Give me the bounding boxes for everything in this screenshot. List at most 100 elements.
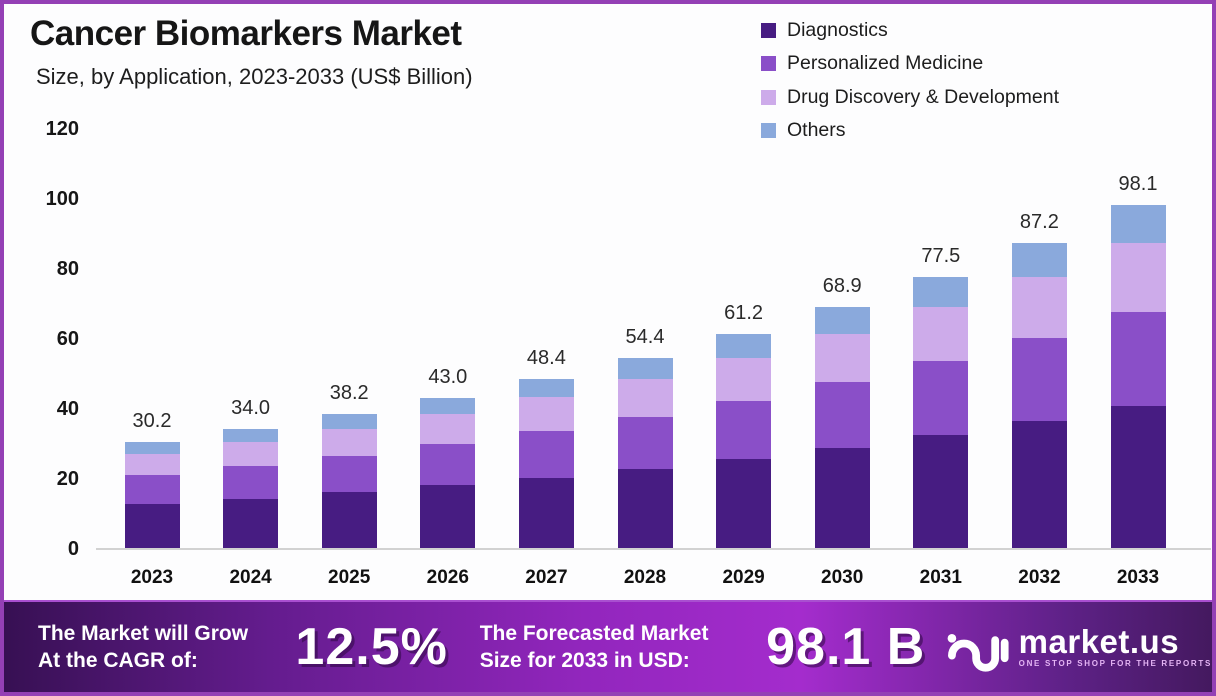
legend-item-others: Others: [761, 119, 846, 143]
legend-label: Personalized Medicine: [787, 52, 984, 74]
bar-segment-drug-discovery-development-2031: [913, 306, 969, 362]
bar-2023: [124, 442, 180, 548]
bar-value-2030: 68.9: [822, 274, 862, 297]
bar-2033: [1110, 204, 1166, 548]
legend-item-diagnostics: Diagnostics: [761, 18, 888, 42]
bar-segment-others-2033: [1110, 204, 1166, 244]
bar-value-2029: 61.2: [724, 301, 764, 324]
y-tick-40: 40: [56, 398, 79, 420]
forecast-label: The Forecasted Market Size for 2033 in U…: [480, 620, 766, 674]
cagr-label-line1: The Market will Grow: [38, 622, 249, 645]
y-tick-20: 20: [56, 468, 79, 490]
bar-segment-diagnostics-2029: [716, 459, 772, 548]
x-tick-2027: 2027: [525, 567, 568, 588]
bar-value-2033: 98.1: [1118, 172, 1158, 195]
legend-label: Others: [787, 119, 846, 141]
bar-segment-diagnostics-2024: [223, 498, 279, 548]
page-subtitle: Size, by Application, 2023-2033 (US$ Bil…: [36, 64, 473, 89]
y-tick-80: 80: [56, 258, 79, 280]
bar-segment-others-2023: [124, 442, 180, 455]
legend-swatch: [761, 123, 776, 138]
bar-segment-others-2031: [913, 276, 969, 307]
bar-segment-others-2029: [716, 333, 772, 358]
x-tick-2024: 2024: [229, 567, 272, 588]
bar-value-2023: 30.2: [132, 410, 172, 433]
bar-segment-drug-discovery-development-2032: [1011, 277, 1067, 338]
bar-segment-others-2028: [617, 357, 673, 379]
bar-segment-drug-discovery-development-2024: [223, 442, 279, 467]
bar-value-2025: 38.2: [329, 382, 369, 405]
bar-segment-diagnostics-2028: [617, 468, 673, 548]
x-tick-2026: 2026: [426, 567, 469, 588]
x-tick-2033: 2033: [1116, 567, 1160, 588]
bar-value-2027: 48.4: [526, 346, 566, 369]
bar-segment-others-2025: [321, 414, 377, 430]
bar-2032: [1011, 242, 1067, 548]
bar-segment-diagnostics-2023: [124, 504, 180, 548]
x-tick-2030: 2030: [821, 567, 864, 588]
bar-segment-diagnostics-2026: [420, 485, 476, 548]
bar-segment-others-2027: [518, 378, 574, 398]
bar-value-2032: 87.2: [1019, 210, 1059, 233]
bar-segment-diagnostics-2031: [913, 435, 969, 548]
legend-swatch: [761, 56, 776, 71]
page-title: Cancer Biomarkers Market: [30, 14, 462, 53]
bar-segment-personalized-medicine-2028: [617, 416, 673, 469]
bar-value-2026: 43.0: [428, 365, 468, 388]
bar-segment-drug-discovery-development-2023: [124, 454, 180, 476]
brand-name: market.us: [1018, 623, 1180, 660]
legend-label: Diagnostics: [787, 18, 888, 41]
brand-logo: market.us ONE STOP SHOP FOR THE REPORTS: [945, 620, 1212, 674]
x-tick-2029: 2029: [722, 567, 765, 588]
bar-segment-personalized-medicine-2030: [814, 382, 870, 448]
y-tick-0: 0: [67, 538, 79, 560]
bar-segment-diagnostics-2027: [518, 477, 574, 548]
bar-2028: [617, 357, 673, 548]
x-axis-line: [96, 548, 1211, 550]
cagr-label-line2: At the CAGR of:: [38, 649, 198, 672]
bar-segment-others-2024: [223, 429, 279, 443]
bar-2031: [913, 276, 969, 548]
bar-segment-personalized-medicine-2032: [1011, 337, 1067, 422]
bar-segment-personalized-medicine-2025: [321, 455, 377, 493]
bar-segment-drug-discovery-development-2025: [321, 429, 377, 456]
bar-segment-personalized-medicine-2024: [223, 466, 279, 499]
bar-segment-personalized-medicine-2031: [913, 361, 969, 436]
legend-label: Drug Discovery & Development: [787, 85, 1060, 108]
bar-segment-others-2030: [814, 306, 870, 334]
bar-segment-drug-discovery-development-2027: [518, 397, 574, 432]
bar-segment-personalized-medicine-2029: [716, 400, 772, 460]
x-tick-2031: 2031: [919, 567, 962, 588]
y-tick-100: 100: [45, 188, 79, 210]
bar-segment-personalized-medicine-2027: [518, 431, 574, 478]
bar-segment-drug-discovery-development-2026: [420, 414, 476, 445]
marketus-logo-icon: [947, 634, 1009, 672]
bar-segment-diagnostics-2033: [1110, 405, 1166, 548]
bar-segment-diagnostics-2030: [814, 447, 870, 548]
bar-segment-drug-discovery-development-2033: [1110, 243, 1166, 312]
x-tick-2023: 2023: [130, 567, 174, 588]
brand-tagline: ONE STOP SHOP FOR THE REPORTS: [1018, 659, 1212, 668]
forecast-label-line1: The Forecasted Market: [479, 622, 709, 645]
bar-segment-drug-discovery-development-2028: [617, 378, 673, 417]
y-tick-120: 120: [45, 118, 79, 140]
cagr-label: The Market will Grow At the CAGR of:: [38, 620, 295, 674]
bar-segment-others-2032: [1011, 242, 1067, 278]
bar-2029: [716, 333, 772, 548]
bar-value-2031: 77.5: [921, 244, 961, 267]
y-tick-60: 60: [56, 328, 79, 350]
legend-item-personalized-medicine: Personalized Medicine: [761, 52, 983, 76]
bar-segment-personalized-medicine-2026: [420, 444, 476, 486]
brand-text: market.us ONE STOP SHOP FOR THE REPORTS: [1018, 623, 1212, 668]
forecast-value: 98.1 B: [766, 618, 926, 676]
bar-2024: [223, 429, 279, 548]
footer-banner: The Market will Grow At the CAGR of: 12.…: [4, 600, 1212, 692]
bar-segment-personalized-medicine-2033: [1110, 311, 1166, 406]
legend-swatch: [761, 89, 776, 105]
legend-item-drug-discovery-development: Drug Discovery & Development: [761, 85, 1059, 109]
bar-segment-diagnostics-2025: [321, 492, 377, 548]
x-tick-2032: 2032: [1018, 567, 1061, 588]
bar-2027: [518, 378, 574, 548]
bar-segment-diagnostics-2032: [1011, 421, 1067, 548]
